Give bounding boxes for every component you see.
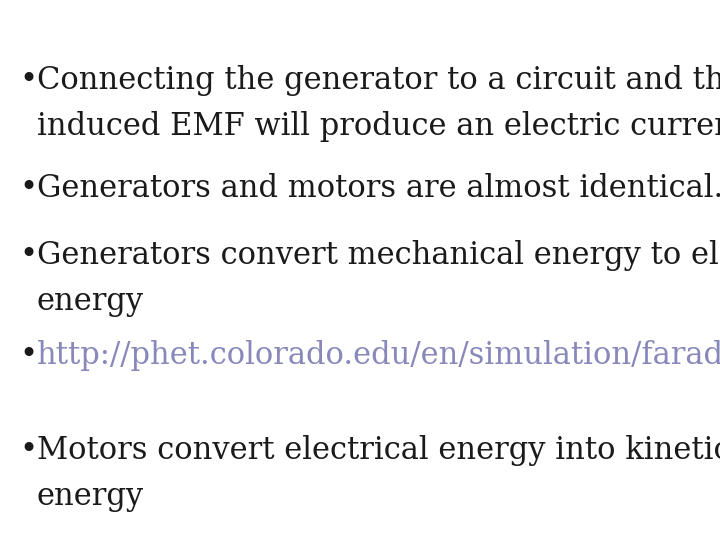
Text: •: • — [19, 65, 37, 96]
Text: •: • — [19, 340, 37, 371]
Text: induced EMF will produce an electric current.: induced EMF will produce an electric cur… — [37, 111, 720, 141]
Text: energy: energy — [37, 286, 144, 317]
Text: •: • — [19, 240, 37, 271]
Text: energy: energy — [37, 481, 144, 511]
Text: Generators convert mechanical energy to electrical: Generators convert mechanical energy to … — [37, 240, 720, 271]
Text: Connecting the generator to a circuit and the: Connecting the generator to a circuit an… — [37, 65, 720, 96]
Text: •: • — [19, 435, 37, 465]
Text: Motors convert electrical energy into kinetic: Motors convert electrical energy into ki… — [37, 435, 720, 465]
Text: •: • — [19, 173, 37, 204]
Text: http://phet.colorado.edu/en/simulation/faraday: http://phet.colorado.edu/en/simulation/f… — [37, 340, 720, 371]
Text: Generators and motors are almost identical.: Generators and motors are almost identic… — [37, 173, 720, 204]
